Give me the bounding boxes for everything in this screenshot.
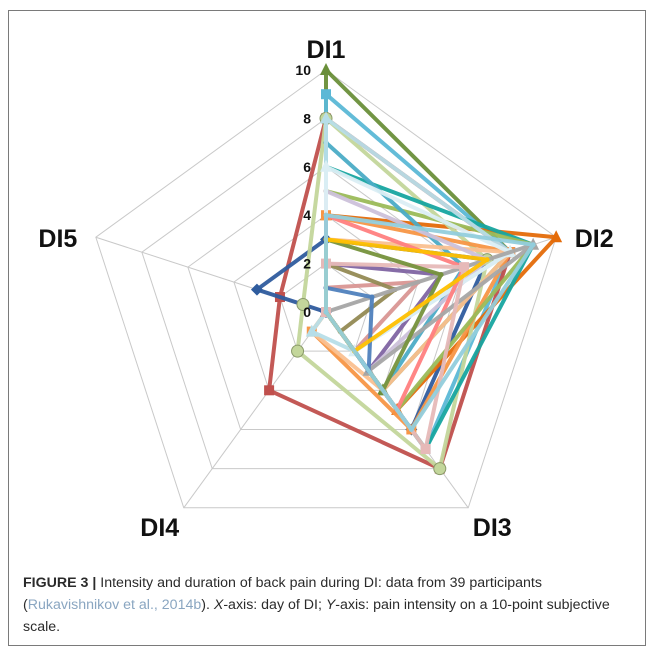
caption-text-3: -axis: day of DI;: [223, 597, 326, 613]
series-24-point-1: [323, 212, 329, 218]
series-24: [323, 212, 536, 432]
tick-labels: 0 2 4 6 8 10: [295, 62, 311, 320]
series-24-point-5: [323, 309, 329, 315]
series-5-point-2: [550, 230, 563, 243]
series-13-point-1: [320, 111, 332, 124]
axis-labels: DI1 DI2 DI3 DI4 DI5: [38, 36, 613, 542]
axis-label-di1: DI1: [307, 36, 346, 64]
series-13-point-4: [305, 324, 318, 337]
series-2-point-1: [321, 89, 331, 100]
grid-ring-2: [279, 262, 373, 352]
series-23-point-2: [484, 257, 490, 263]
figure-frame: [8, 10, 646, 646]
axis-label-di4: DI4: [140, 514, 179, 542]
series-3-point-4: [264, 385, 275, 396]
tick-label-2: 2: [303, 256, 311, 272]
series-layer: [250, 63, 563, 476]
tick-label-0: 0: [303, 304, 311, 320]
figure-caption: FIGURE 3 | Intensity and duration of bac…: [23, 572, 623, 638]
series-24-point-2: [530, 242, 536, 248]
figure-number: FIGURE 3 |: [23, 575, 97, 591]
series-4-point-5: [250, 283, 263, 296]
radar-chart: 0 2 4 6 8 10 DI1 DI2 DI3 DI4 DI5: [38, 36, 613, 542]
series-17-line: [324, 261, 398, 334]
series-1-point-1: [320, 63, 332, 75]
tick-label-4: 4: [303, 207, 311, 223]
caption-x-variable: X: [213, 597, 224, 613]
caption-text-2: ).: [201, 597, 214, 613]
series-6-point-5: [296, 298, 310, 312]
series-24-point-3: [408, 426, 414, 432]
series-7: [323, 164, 536, 452]
axis-label-di2: DI2: [575, 225, 614, 253]
caption-text-4: -axis: pain intensity on a 10-point subj…: [23, 597, 610, 635]
series-6-point-3: [433, 462, 447, 476]
caption-citation-link[interactable]: Rukavishnikov et al., 2014b: [27, 597, 202, 613]
caption-y-variable: Y: [325, 597, 336, 613]
series-21-point-2: [438, 272, 444, 278]
axis-line-di4: [183, 311, 327, 509]
tick-label-6: 6: [303, 159, 311, 175]
series-16-point-1: [320, 159, 332, 172]
tick-label-8: 8: [303, 110, 311, 126]
series-6-point-4: [291, 344, 305, 358]
series-21-line: [324, 237, 444, 393]
axis-label-di5: DI5: [38, 225, 77, 253]
series-22-point-2: [369, 294, 375, 300]
series-20-point-3: [420, 444, 431, 455]
axis-label-di3: DI3: [473, 514, 512, 542]
caption-text-1: Intensity and duration of back pain duri…: [23, 575, 542, 613]
grid-ring-6: [187, 166, 465, 430]
series-20-point-2: [459, 262, 470, 273]
tick-label-10: 10: [295, 62, 311, 78]
grid-ring-10: [95, 69, 557, 509]
